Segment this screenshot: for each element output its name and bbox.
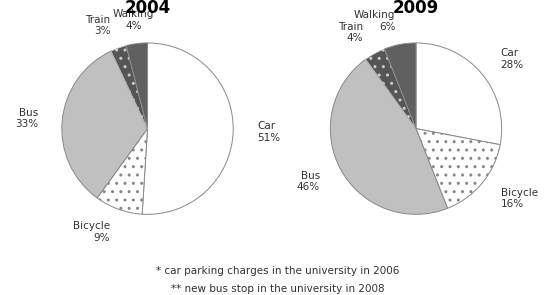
Text: Train
4%: Train 4% — [338, 22, 363, 43]
Text: Train
3%: Train 3% — [85, 15, 110, 36]
Text: Bus
46%: Bus 46% — [297, 171, 320, 192]
Wedge shape — [366, 49, 416, 129]
Text: Car
28%: Car 28% — [501, 48, 524, 70]
Wedge shape — [416, 43, 502, 145]
Text: Walking
6%: Walking 6% — [354, 10, 396, 32]
Wedge shape — [385, 43, 416, 129]
Wedge shape — [62, 51, 148, 198]
Text: Bus
33%: Bus 33% — [15, 107, 38, 129]
Wedge shape — [142, 43, 233, 214]
Text: ** new bus stop in the university in 2008: ** new bus stop in the university in 200… — [171, 284, 384, 294]
Text: Walking
4%: Walking 4% — [113, 9, 154, 31]
Wedge shape — [416, 129, 500, 208]
Text: Bicycle
9%: Bicycle 9% — [73, 221, 110, 242]
Title: 2009: 2009 — [393, 0, 439, 17]
Wedge shape — [126, 43, 148, 129]
Text: Car
51%: Car 51% — [257, 121, 280, 143]
Title: 2004: 2004 — [124, 0, 170, 17]
Text: Bicycle
16%: Bicycle 16% — [501, 188, 538, 209]
Text: * car parking charges in the university in 2006: * car parking charges in the university … — [156, 266, 399, 276]
Wedge shape — [97, 129, 148, 214]
Wedge shape — [111, 46, 148, 129]
Wedge shape — [330, 59, 447, 214]
